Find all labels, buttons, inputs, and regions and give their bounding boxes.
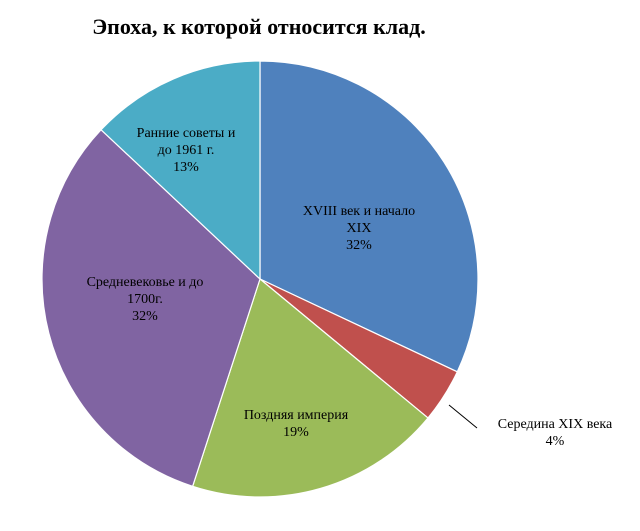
- pie-slice-3: [191, 277, 429, 498]
- slice-label-1: XVIII век и начало XIX 32%: [303, 204, 415, 253]
- slice-percent: 13%: [173, 160, 199, 175]
- slice-percent: 32%: [132, 309, 158, 324]
- slice-label-5: Ранние советы и до 1961 г. 13%: [137, 126, 236, 175]
- pie-slice-5: [100, 60, 261, 281]
- slice-percent: 32%: [346, 238, 372, 253]
- pie-slice-1: [259, 60, 479, 373]
- slice-label-2: Середина XIX века 4%: [498, 417, 613, 449]
- slice-name: Поздняя империя: [244, 408, 349, 423]
- slice-name: XVIII век и начало: [303, 204, 415, 219]
- leader-line-2: [448, 404, 478, 429]
- pie-slice-4: [41, 128, 261, 488]
- slice-label-3: Поздняя империя 19%: [244, 408, 349, 440]
- slice-name: XIX: [347, 221, 372, 236]
- slice-name: Ранние советы и: [137, 126, 236, 141]
- slice-name: Средневековье и до: [87, 275, 204, 290]
- slice-name: Середина XIX века: [498, 417, 613, 432]
- slice-percent: 4%: [546, 434, 565, 449]
- slice-percent: 19%: [283, 425, 309, 440]
- slice-name: 1700г.: [127, 292, 163, 307]
- slice-name: до 1961 г.: [158, 143, 215, 158]
- chart-title: Эпоха, к которой относится клад.: [92, 14, 426, 39]
- slice-label-4: Средневековье и до 1700г. 32%: [87, 275, 204, 324]
